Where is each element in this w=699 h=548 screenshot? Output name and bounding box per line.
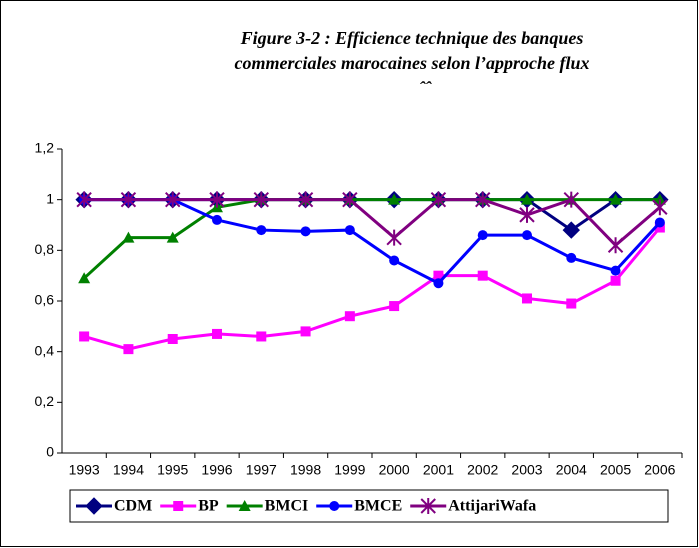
marker — [344, 225, 355, 236]
chart-subtitle: ˆˆ — [419, 78, 432, 98]
x-tick-label: 2006 — [644, 462, 675, 478]
marker — [253, 191, 269, 208]
marker — [85, 497, 103, 515]
x-tick-label: 2002 — [467, 462, 498, 478]
marker — [522, 230, 532, 241]
legend-text: AttijariWafa — [448, 498, 536, 515]
marker — [522, 293, 532, 304]
y-tick-label: 0,2 — [35, 393, 55, 409]
marker — [256, 225, 267, 236]
x-tick-label: 1995 — [157, 462, 188, 478]
marker — [166, 231, 179, 243]
series-line — [83, 226, 662, 351]
y-tick-label: 0 — [46, 444, 54, 460]
marker — [256, 331, 267, 342]
marker — [430, 191, 447, 208]
x-tick-label: 1996 — [201, 462, 232, 478]
x-tick-label: 1997 — [246, 462, 277, 478]
marker — [300, 326, 311, 337]
marker — [654, 217, 665, 228]
marker — [122, 231, 135, 243]
marker — [238, 500, 251, 511]
marker — [654, 222, 665, 233]
marker — [300, 226, 311, 237]
marker — [566, 298, 577, 309]
marker — [521, 193, 533, 205]
legend-text: BMCI — [265, 498, 309, 515]
marker — [610, 265, 621, 276]
marker — [165, 191, 181, 208]
marker — [123, 344, 134, 355]
marker — [477, 270, 488, 281]
x-tick-label: 2001 — [423, 462, 454, 478]
marker — [342, 191, 358, 208]
x-tick-label: 1998 — [290, 462, 321, 478]
series-line — [84, 197, 661, 248]
marker — [344, 311, 355, 322]
marker — [78, 272, 91, 284]
marker — [173, 501, 184, 511]
y-tick-label: 0,4 — [35, 342, 55, 358]
marker — [386, 229, 402, 246]
x-tick-label: 2000 — [379, 462, 410, 478]
marker — [167, 334, 178, 344]
marker — [609, 193, 622, 205]
marker — [389, 301, 400, 312]
marker — [297, 191, 314, 208]
y-tick-label: 0,6 — [35, 292, 55, 308]
series-line — [84, 198, 661, 286]
chart-title: commerciales marocaines selon l’approche… — [235, 53, 590, 73]
chart-title: Figure 3-2 : Efficience technique des ba… — [240, 28, 584, 48]
marker — [475, 191, 491, 208]
marker — [212, 214, 222, 225]
marker — [433, 278, 444, 289]
marker — [388, 193, 401, 205]
y-tick-label: 1 — [46, 190, 54, 206]
x-tick-label: 1994 — [113, 462, 144, 478]
marker — [433, 270, 444, 281]
marker — [329, 501, 340, 511]
marker — [562, 221, 580, 239]
x-tick-label: 1993 — [69, 462, 100, 478]
marker — [519, 206, 535, 223]
marker — [420, 498, 436, 514]
marker — [607, 237, 624, 254]
legend-text: BMCE — [354, 498, 402, 515]
x-tick-label: 1999 — [334, 462, 365, 478]
marker — [610, 275, 621, 286]
marker — [209, 191, 225, 208]
marker — [79, 331, 90, 342]
series-line — [83, 198, 660, 280]
x-tick-label: 2003 — [511, 462, 542, 478]
legend-text: BP — [198, 498, 219, 515]
x-tick-label: 2004 — [556, 462, 587, 478]
legend-text: CDM — [114, 498, 152, 515]
marker — [389, 255, 400, 266]
marker — [76, 191, 92, 208]
marker — [563, 191, 579, 208]
marker — [653, 193, 666, 205]
marker — [212, 328, 222, 339]
y-tick-label: 1,2 — [35, 140, 55, 156]
x-tick-label: 2005 — [600, 462, 631, 478]
marker — [120, 191, 137, 208]
marker — [652, 199, 668, 216]
marker — [477, 230, 488, 241]
y-tick-label: 0,8 — [35, 241, 55, 257]
marker — [566, 252, 577, 263]
